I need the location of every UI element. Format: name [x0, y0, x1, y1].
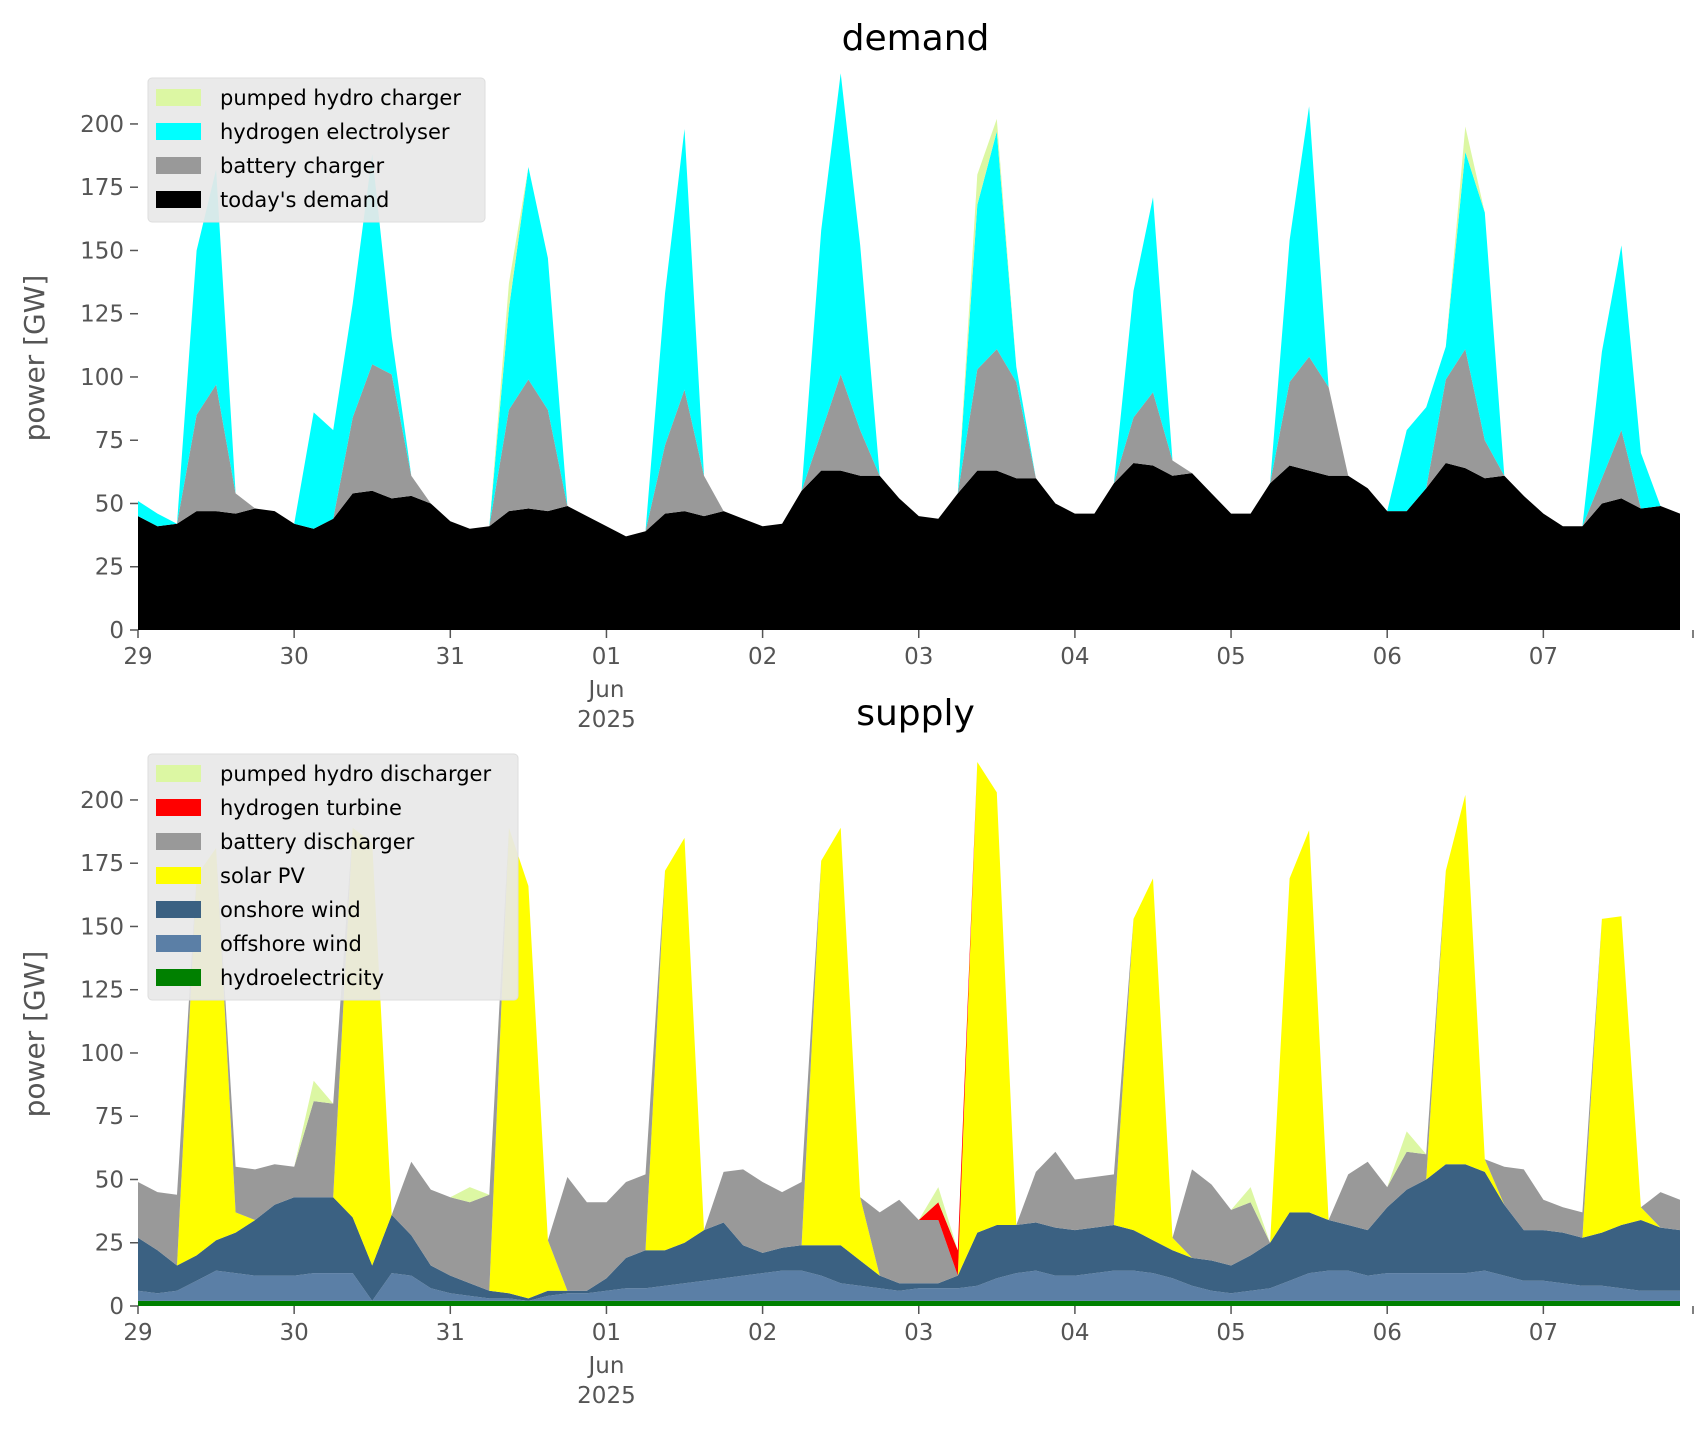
legend-label: hydroelectricity: [220, 966, 384, 990]
legend-label: offshore wind: [220, 932, 362, 956]
area-battery-charger: [138, 349, 1680, 537]
x-tick-label: 02: [748, 644, 777, 670]
legend-swatch: [156, 867, 201, 884]
area-today-s-demand: [138, 463, 1680, 630]
y-tick-label: 100: [80, 365, 124, 391]
y-tick-label: 125: [80, 302, 124, 328]
legend: pumped hydro discharger hydrogen turbine b…: [147, 753, 519, 1001]
legend-box: [147, 753, 519, 1001]
legend-swatch: [156, 901, 201, 918]
x-tick-label: 30: [280, 1320, 309, 1346]
legend-swatch: [156, 157, 201, 174]
legend-label: solar PV: [220, 864, 305, 888]
legend-label: onshore wind: [220, 898, 361, 922]
legend-swatch: [156, 765, 201, 782]
chart-title: demand: [842, 18, 990, 59]
x-tick-label: 03: [904, 1320, 933, 1346]
legend-swatch: [156, 89, 201, 106]
x-tick-label: 05: [1216, 1320, 1245, 1346]
area-onshore-wind: [138, 1164, 1680, 1301]
legend-box: [147, 77, 486, 223]
x-tick-label: 29: [123, 1320, 152, 1346]
y-tick-label: 25: [95, 1231, 124, 1257]
x-tick-label: 31: [436, 644, 465, 670]
x-tick-label: 01: [592, 1320, 621, 1346]
x-secondary-label: 2025: [577, 707, 636, 733]
area-offshore-wind: [138, 1270, 1680, 1301]
x-tick-label: 07: [1529, 1320, 1558, 1346]
y-tick-label: 75: [95, 1104, 124, 1130]
y-tick-label: 25: [95, 555, 124, 581]
x-tick-label: 05: [1216, 644, 1245, 670]
area-hydroelectricity: [138, 1300, 1680, 1306]
y-tick-label: 150: [80, 914, 124, 940]
x-tick-label: 30: [280, 644, 309, 670]
x-tick-label: 06: [1373, 644, 1402, 670]
x-secondary-label: Jun: [586, 1353, 624, 1379]
x-tick-label: 04: [1060, 1320, 1089, 1346]
x-tick-label: 07: [1529, 644, 1558, 670]
y-axis-label: power [GW]: [18, 951, 51, 1118]
x-tick-label: 03: [904, 644, 933, 670]
y-tick-label: 75: [95, 428, 124, 454]
legend-swatch: [156, 191, 201, 208]
legend-label: pumped hydro discharger: [220, 762, 491, 786]
y-tick-label: 100: [80, 1041, 124, 1067]
y-tick-label: 50: [95, 1167, 124, 1193]
chart-panel-supply: supply 0 25 50 75 100 125 150 175 200 power [GW] 29…: [18, 693, 1694, 1409]
y-tick-label: 50: [95, 491, 124, 517]
y-axis-label: power [GW]: [18, 275, 51, 442]
area-solar-pv: [138, 762, 1680, 1299]
y-tick-label: 200: [80, 112, 124, 138]
legend-label: hydrogen electrolyser: [220, 120, 450, 144]
legend-swatch: [156, 833, 201, 850]
y-tick-label: 175: [80, 851, 124, 877]
legend-swatch: [156, 969, 201, 986]
legend: pumped hydro charger hydrogen electrolyse…: [147, 77, 486, 223]
legend-label: pumped hydro charger: [220, 86, 461, 110]
x-tick-label: 06: [1373, 1320, 1402, 1346]
y-tick-label: 150: [80, 238, 124, 264]
legend-label: battery discharger: [220, 830, 415, 854]
x-tick-label: 01: [592, 644, 621, 670]
legend-label: battery charger: [220, 154, 385, 178]
x-tick-label: 29: [123, 644, 152, 670]
legend-swatch: [156, 799, 201, 816]
x-tick-label: 04: [1060, 644, 1089, 670]
chart-title: supply: [856, 693, 975, 734]
x-secondary-label: Jun: [586, 677, 624, 703]
chart-panel-demand: demand 0 25 50 75 100 125 150 175 200 power [GW] 29…: [18, 18, 1694, 733]
legend-label: hydrogen turbine: [220, 796, 402, 820]
y-tick-label: 200: [80, 788, 124, 814]
x-secondary-label: 2025: [577, 1383, 636, 1409]
y-tick-label: 125: [80, 978, 124, 1004]
y-tick-label: 0: [109, 618, 124, 644]
legend-swatch: [156, 123, 201, 140]
y-tick-label: 0: [109, 1294, 124, 1320]
legend-label: today's demand: [220, 188, 389, 212]
x-tick-label: 02: [748, 1320, 777, 1346]
y-tick-label: 175: [80, 175, 124, 201]
legend-swatch: [156, 935, 201, 952]
x-tick-label: 31: [436, 1320, 465, 1346]
